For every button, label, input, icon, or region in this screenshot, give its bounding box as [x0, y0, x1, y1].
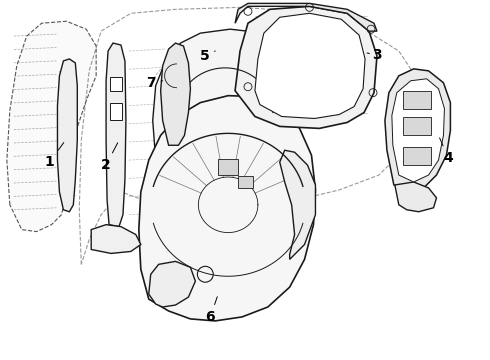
- Bar: [238, 176, 253, 188]
- Polygon shape: [139, 96, 316, 321]
- Bar: [110, 103, 122, 121]
- Polygon shape: [161, 43, 191, 145]
- Text: 1: 1: [45, 143, 64, 169]
- Polygon shape: [255, 13, 365, 118]
- Bar: [403, 91, 431, 109]
- Polygon shape: [385, 69, 450, 190]
- Polygon shape: [235, 3, 377, 31]
- Polygon shape: [106, 43, 126, 227]
- Polygon shape: [7, 21, 96, 231]
- Polygon shape: [149, 261, 196, 307]
- Polygon shape: [153, 29, 295, 162]
- Polygon shape: [235, 6, 377, 129]
- Text: 2: 2: [101, 143, 118, 172]
- Polygon shape: [91, 225, 141, 253]
- Polygon shape: [392, 79, 444, 182]
- Text: 5: 5: [199, 49, 215, 63]
- Bar: [110, 77, 122, 91]
- Polygon shape: [280, 150, 316, 260]
- Bar: [403, 147, 431, 165]
- Bar: [218, 159, 238, 175]
- Text: 4: 4: [440, 138, 453, 165]
- Text: 3: 3: [367, 48, 382, 62]
- Polygon shape: [395, 182, 437, 212]
- Text: 7: 7: [146, 76, 163, 90]
- Text: 6: 6: [205, 297, 217, 324]
- Bar: [403, 117, 431, 135]
- Polygon shape: [57, 59, 77, 212]
